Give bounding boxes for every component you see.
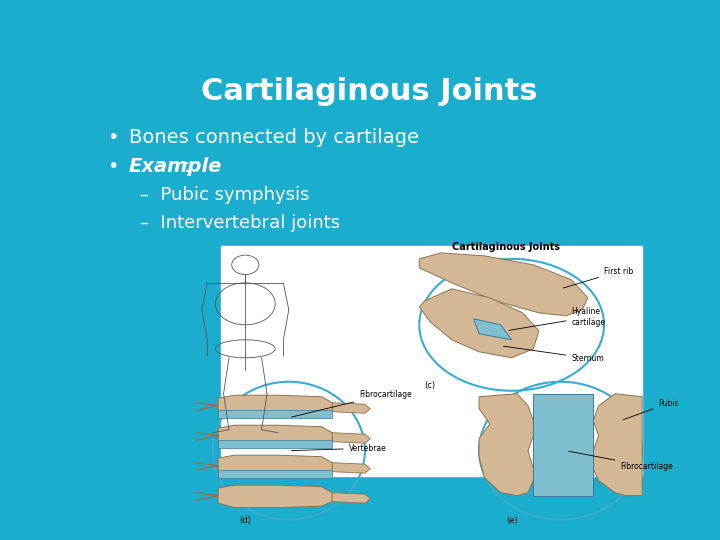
- Text: –  Pubic symphysis: – Pubic symphysis: [140, 186, 310, 204]
- Text: •: •: [107, 128, 118, 147]
- Bar: [218, 440, 332, 448]
- Text: (c): (c): [425, 381, 436, 390]
- Polygon shape: [419, 253, 588, 316]
- Polygon shape: [534, 394, 593, 496]
- Text: (d): (d): [239, 516, 251, 525]
- Text: Fibrocartilage: Fibrocartilage: [569, 451, 673, 471]
- Polygon shape: [479, 394, 534, 496]
- Polygon shape: [419, 289, 539, 358]
- Text: :: :: [184, 157, 190, 176]
- Polygon shape: [218, 485, 332, 508]
- Polygon shape: [218, 455, 332, 478]
- Text: Example: Example: [129, 157, 222, 176]
- Polygon shape: [332, 433, 370, 443]
- Polygon shape: [218, 425, 332, 448]
- Polygon shape: [593, 394, 642, 496]
- Polygon shape: [218, 395, 332, 418]
- Text: •: •: [107, 157, 118, 176]
- Polygon shape: [332, 463, 370, 473]
- FancyBboxPatch shape: [221, 246, 642, 476]
- Text: Cartilaginous Joints: Cartilaginous Joints: [452, 242, 560, 252]
- Text: –  Intervertebral joints: – Intervertebral joints: [140, 214, 341, 232]
- Polygon shape: [332, 492, 370, 503]
- Text: Bones connected by cartilage: Bones connected by cartilage: [129, 128, 419, 147]
- Text: (e): (e): [505, 516, 518, 525]
- Polygon shape: [474, 319, 512, 340]
- Text: Sternum: Sternum: [503, 346, 604, 363]
- Polygon shape: [332, 403, 370, 413]
- Bar: [218, 470, 332, 478]
- Bar: [218, 410, 332, 418]
- Text: Fibrocartilage: Fibrocartilage: [292, 390, 413, 417]
- Ellipse shape: [232, 255, 259, 275]
- Text: Hyaline
cartilage: Hyaline cartilage: [509, 307, 606, 330]
- Text: First rib: First rib: [563, 267, 634, 288]
- Text: Pubis: Pubis: [623, 399, 679, 420]
- Text: Vertebrae: Vertebrae: [292, 444, 387, 453]
- Text: Cartilaginous Joints: Cartilaginous Joints: [201, 77, 537, 106]
